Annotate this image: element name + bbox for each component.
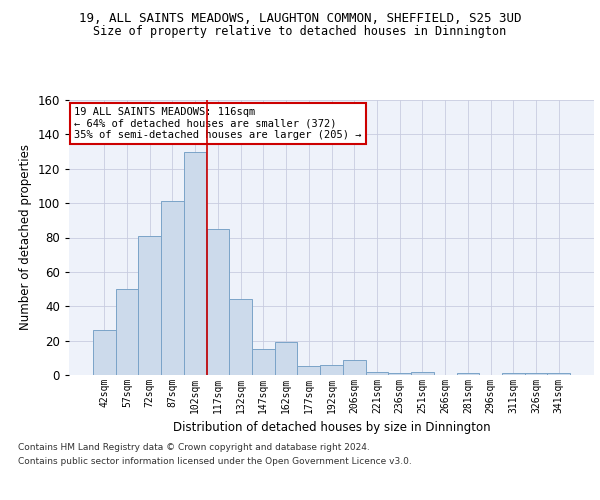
- Bar: [298, 366, 320, 375]
- Bar: [411, 372, 434, 375]
- Text: Size of property relative to detached houses in Dinnington: Size of property relative to detached ho…: [94, 25, 506, 38]
- Text: Contains public sector information licensed under the Open Government Licence v3: Contains public sector information licen…: [18, 458, 412, 466]
- X-axis label: Distribution of detached houses by size in Dinnington: Distribution of detached houses by size …: [173, 422, 490, 434]
- Bar: [320, 364, 343, 375]
- Text: 19, ALL SAINTS MEADOWS, LAUGHTON COMMON, SHEFFIELD, S25 3UD: 19, ALL SAINTS MEADOWS, LAUGHTON COMMON,…: [79, 12, 521, 26]
- Bar: [502, 374, 524, 375]
- Text: 19 ALL SAINTS MEADOWS: 116sqm
← 64% of detached houses are smaller (372)
35% of : 19 ALL SAINTS MEADOWS: 116sqm ← 64% of d…: [74, 107, 362, 140]
- Bar: [457, 374, 479, 375]
- Bar: [206, 229, 229, 375]
- Bar: [93, 330, 116, 375]
- Y-axis label: Number of detached properties: Number of detached properties: [19, 144, 32, 330]
- Bar: [116, 289, 139, 375]
- Bar: [365, 372, 388, 375]
- Bar: [388, 374, 411, 375]
- Bar: [343, 360, 365, 375]
- Bar: [275, 342, 298, 375]
- Bar: [229, 300, 252, 375]
- Bar: [547, 374, 570, 375]
- Bar: [139, 236, 161, 375]
- Bar: [184, 152, 206, 375]
- Bar: [524, 374, 547, 375]
- Bar: [252, 349, 275, 375]
- Bar: [161, 202, 184, 375]
- Text: Contains HM Land Registry data © Crown copyright and database right 2024.: Contains HM Land Registry data © Crown c…: [18, 442, 370, 452]
